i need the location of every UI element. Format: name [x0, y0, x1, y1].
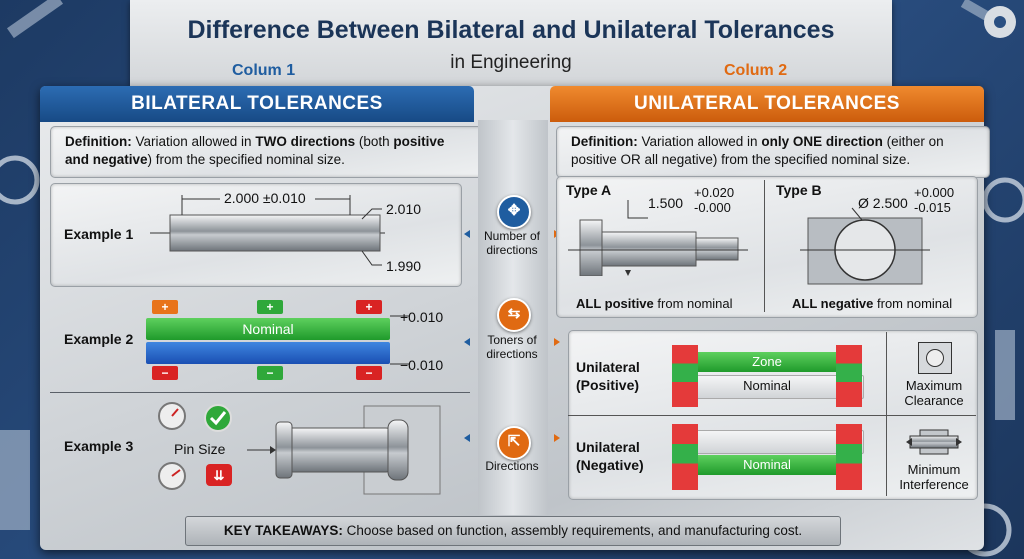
directions-icon: ⇱ [497, 426, 531, 460]
swap-arrows-icon: ⇆ [497, 298, 531, 332]
title-plate: Difference Between Bilateral and Unilate… [130, 0, 892, 86]
example-2-label: Example 2 [64, 331, 134, 347]
center-pointers [464, 230, 560, 442]
types-divider [764, 180, 765, 312]
svg-text:⇊: ⇊ [214, 468, 225, 483]
unilateral-positive-label: Unilateral (Positive) [576, 359, 640, 393]
center-item-1: Number of directions [483, 229, 541, 257]
example-2-minus-value: −0.010 [400, 357, 444, 373]
bilateral-header: BILATERAL TOLERANCES [40, 86, 474, 122]
type-a-caption: ALL positive from nominal [576, 296, 733, 311]
arrows-icon: ✥ [497, 195, 531, 229]
minus-band [146, 342, 390, 364]
type-b-lower: -0.015 [914, 200, 951, 215]
type-a-shaft-diagram [568, 200, 748, 276]
positive-zone-band [672, 352, 862, 372]
minus-badge-center: − [257, 366, 283, 380]
center-item-3: Directions [485, 459, 539, 473]
unilateral-negative-label: Unilateral (Negative) [576, 439, 644, 473]
example-3-pin-diagram: ⇊ [158, 402, 441, 495]
type-a-nominal: 1.500 [648, 195, 684, 211]
example-1-dimension: 2.000 ±0.010 [224, 190, 306, 206]
min-interference-label: Minimum Interference [899, 462, 969, 492]
center-item-2: Toners of directions [486, 333, 538, 361]
divider-line [50, 392, 470, 393]
interference-icon [906, 429, 962, 455]
type-b-hole-diagram [800, 207, 930, 285]
unilateral-definition: Definition: Variation allowed in only ON… [556, 126, 990, 178]
negative-nominal-top-band [672, 430, 864, 454]
plus-badge-center: + [257, 300, 283, 314]
example-2-plus-value: +0.010 [400, 309, 444, 325]
type-b-label: Type B [776, 182, 822, 198]
unilateral-header: UNILATERAL TOLERANCES [550, 86, 984, 122]
example-2-leader-lines [390, 315, 410, 365]
example-1-lower-limit: 1.990 [386, 258, 422, 274]
positive-right-block [836, 345, 862, 407]
nominal-band [146, 318, 390, 340]
example-3-label: Example 3 [64, 438, 134, 454]
example-1-label: Example 1 [64, 226, 134, 242]
column-2-label: Colum 2 [724, 62, 788, 79]
negative-left-block [672, 424, 698, 490]
minus-badge-left: − [152, 366, 178, 380]
positive-left-block [672, 345, 698, 407]
plus-badge-right: + [356, 300, 382, 314]
nominal-band-label: Nominal [242, 321, 294, 337]
clearance-icon [918, 342, 952, 374]
type-b-upper: +0.000 [914, 185, 955, 200]
negative-nominal-label: Nominal [743, 457, 791, 472]
pin-size-label: Pin Size [174, 441, 226, 457]
positive-zone-label: Zone [752, 354, 782, 369]
max-clearance-label: Maximum Clearance [904, 378, 964, 408]
negative-nominal-band [672, 455, 862, 475]
positive-nominal-label: Nominal [743, 378, 791, 393]
type-a-label: Type A [566, 182, 612, 198]
type-b-nominal: Ø 2.500 [858, 195, 908, 211]
type-a-lower: -0.000 [694, 200, 731, 215]
zones-divider [568, 415, 976, 416]
column-1-label: Colum 1 [232, 62, 296, 79]
negative-right-block [836, 424, 862, 490]
positive-nominal-band [672, 375, 864, 399]
page-subtitle: in Engineering [450, 52, 572, 73]
key-takeaways-bar: KEY TAKEAWAYS: Choose based on function,… [185, 516, 841, 546]
type-b-caption: ALL negative from nominal [792, 296, 953, 311]
example-1-upper-limit: 2.010 [386, 201, 422, 217]
bilateral-definition: Definition: Variation allowed in TWO dir… [50, 126, 484, 178]
example-1-shaft-diagram [150, 195, 385, 266]
page-title: Difference Between Bilateral and Unilate… [187, 16, 835, 44]
minus-badge-right: − [356, 366, 382, 380]
zones-right-divider [886, 332, 887, 496]
plus-badge-left: + [152, 300, 178, 314]
type-a-upper: +0.020 [694, 185, 735, 200]
